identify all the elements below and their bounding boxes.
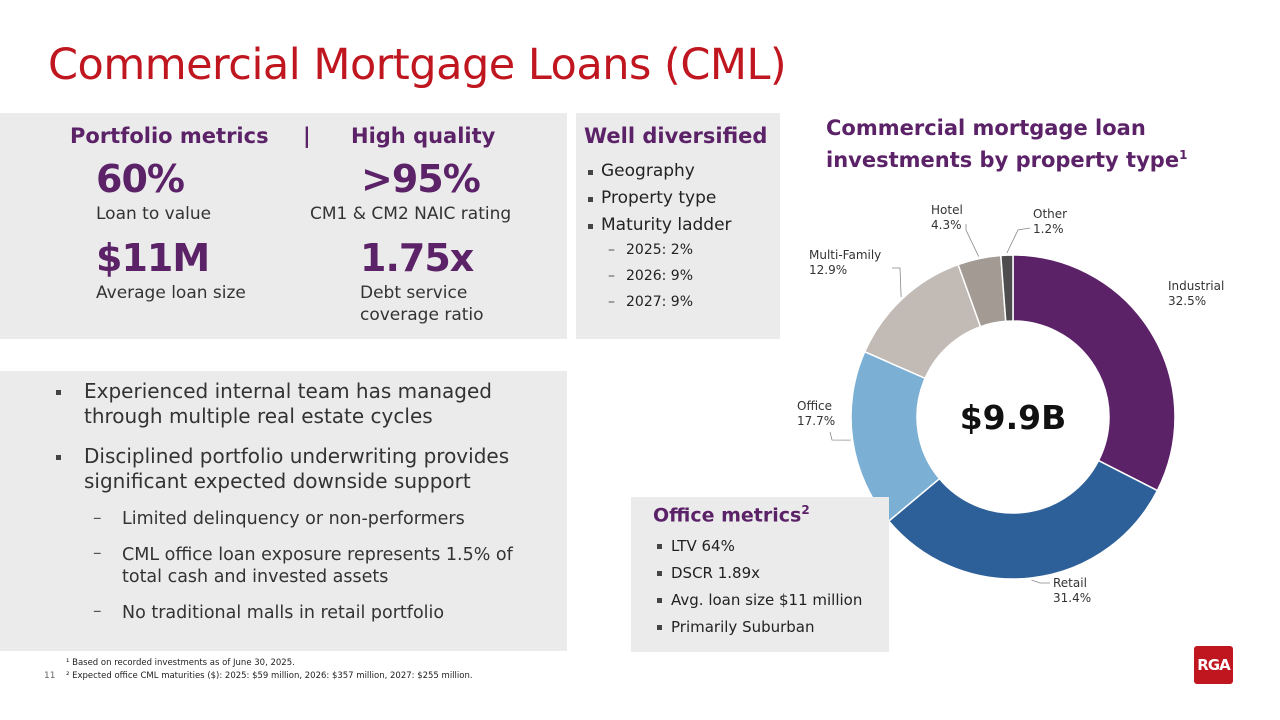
slice-label-other: Other [1033,207,1067,221]
bullet-icon [657,544,662,549]
dash-icon: – [608,294,615,310]
dash-icon: – [93,508,102,528]
portfolio-metrics-panel: Portfolio metrics | High quality 60% Loa… [0,113,567,339]
slice-label-industrial: Industrial [1168,279,1224,293]
list-subitem-label: 2025: 2% [626,242,694,258]
donut-slice-office [850,350,941,523]
donut-slice-industrial [1012,254,1176,492]
bullet-icon [657,571,662,576]
list-item-label: Geography [601,161,695,181]
chart-title-line1: Commercial mortgage loan [826,116,1146,140]
footnote-2: ² Expected office CML maturities ($): 20… [66,671,473,681]
header-separator: | [303,124,311,148]
dash-icon: – [93,601,102,621]
list-item: DSCR 1.89x [657,564,862,591]
dash-icon: – [608,268,615,284]
rga-logo: RGA [1194,646,1233,684]
footnote-1: ¹ Based on recorded investments as of Ju… [66,658,295,668]
list-item-label: Property type [601,188,717,208]
list-item-label: LTV 64% [671,537,735,555]
list-subitem: –2027: 9% [588,294,732,320]
high-quality-header: High quality [351,124,496,148]
office-metrics-list: LTV 64% DSCR 1.89x Avg. loan size $11 mi… [657,537,862,645]
donut-slice-retail [887,459,1159,580]
naic-label: CM1 & CM2 NAIC rating [310,204,512,224]
donut-slice-multi-family [863,263,982,380]
list-item: LTV 64% [657,537,862,564]
portfolio-metrics-header: Portfolio metrics [70,124,269,148]
bullet-1-line2: through multiple real estate cycles [84,404,433,428]
slice-label-multi-family: Multi-Family [809,248,881,262]
donut-center-total: $9.9B [960,398,1067,437]
naic-value: >95% [361,157,481,201]
dash-icon: – [608,242,615,258]
list-item-label: Primarily Suburban [671,618,815,636]
well-diversified-header: Well diversified [584,124,768,148]
list-item-label: Maturity ladder [601,215,732,235]
leader-line-office [829,431,851,441]
leader-line-multi-family [892,267,902,298]
chart-title-line2: investments by property type1 [826,142,1187,174]
ltv-value: 60% [96,157,185,201]
bullet-icon [657,598,662,603]
list-item: Avg. loan size $11 million [657,591,862,618]
well-diversified-panel: Well diversified Geography Property type… [576,113,780,339]
bullet-icon [588,197,593,202]
loan-size-value: $11M [96,236,210,280]
bullet-2-line2: significant expected downside support [84,469,471,493]
dscr-label-line2: coverage ratio [360,305,484,325]
slice-label-hotel: Hotel [931,203,963,217]
page-number: 11 [44,671,56,681]
bullet-icon [657,625,662,630]
slice-value-hotel: 4.3% [931,218,962,232]
list-subitem: –2026: 9% [588,268,732,294]
page-title: Commercial Mortgage Loans (CML) [48,40,787,90]
leader-line-retail [1031,579,1050,584]
bullet-icon [56,455,61,460]
slice-label-retail: Retail [1053,576,1087,590]
list-subitem-label: 2027: 9% [626,294,694,310]
office-metrics-header-text: Office metrics [653,504,802,527]
slice-label-office: Office [797,399,832,413]
list-item-label: Avg. loan size $11 million [671,591,863,609]
list-item: Primarily Suburban [657,618,862,645]
dscr-value: 1.75x [360,236,474,280]
slice-value-office: 17.7% [797,414,835,428]
diversified-list: Geography Property type Maturity ladder … [588,161,732,320]
chart-title-footnote-ref: 1 [1179,148,1188,162]
bullet-1-line1: Experienced internal team has managed [84,379,492,403]
chart-title-line2-text: investments by property type [826,148,1180,172]
chart-title: Commercial mortgage loan investments by … [826,115,1187,174]
slice-value-retail: 31.4% [1053,591,1091,605]
subbullet-2-line2: total cash and invested assets [122,567,389,587]
subbullet-2-line1: CML office loan exposure represents 1.5%… [122,545,513,565]
office-metrics-panel: Office metrics2 LTV 64% DSCR 1.89x Avg. … [631,497,889,652]
list-item: Property type [588,188,732,215]
list-item-label: DSCR 1.89x [671,564,761,582]
subbullet-1: Limited delinquency or non-performers [122,509,465,529]
slice-value-other: 1.2% [1033,222,1064,236]
highlights-panel: Experienced internal team has managed th… [0,371,567,651]
dash-icon: – [93,543,102,563]
donut-slice-hotel [957,254,1007,328]
donut-slice-other [999,254,1014,323]
slice-value-multi-family: 12.9% [809,263,847,277]
leader-line-hotel [965,224,980,257]
loan-size-label: Average loan size [96,283,246,303]
bullet-icon [56,390,61,395]
list-item: Maturity ladder [588,215,732,242]
list-subitem: –2025: 2% [588,242,732,268]
office-metrics-header: Office metrics2 [653,503,810,526]
ltv-label: Loan to value [96,204,212,224]
leader-line-other [1006,227,1031,254]
slice-value-industrial: 32.5% [1168,294,1206,308]
dscr-label-line1: Debt service [360,283,468,303]
office-metrics-footnote-ref: 2 [801,503,810,517]
list-subitem-label: 2026: 9% [626,268,694,284]
subbullet-3: No traditional malls in retail portfolio [122,603,445,623]
bullet-icon [588,170,593,175]
list-item: Geography [588,161,732,188]
bullet-2-line1: Disciplined portfolio underwriting provi… [84,444,510,468]
bullet-icon [588,224,593,229]
